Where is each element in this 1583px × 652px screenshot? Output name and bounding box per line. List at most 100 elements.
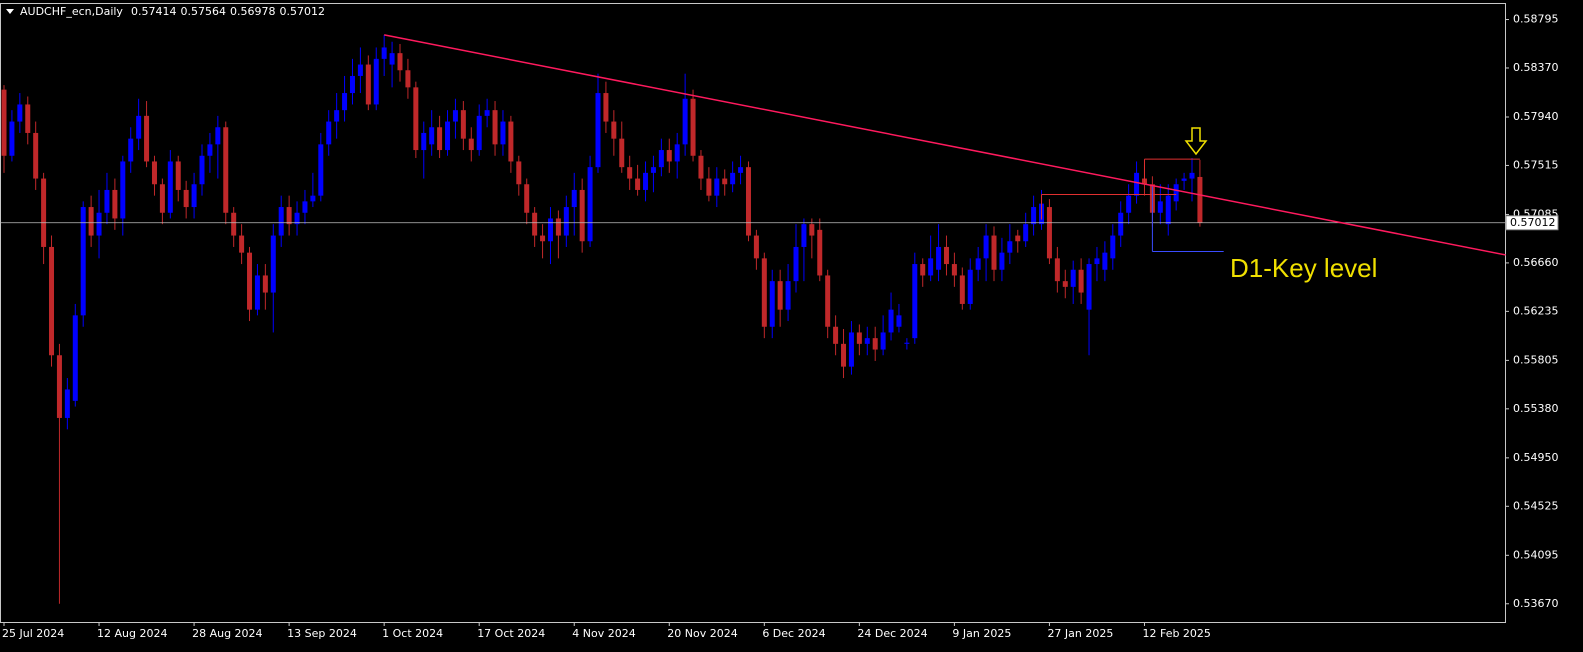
candle-body [904,342,910,344]
x-tick-label: 28 Aug 2024 [192,627,262,640]
candle-body [1023,224,1029,242]
candle-body [207,144,213,156]
candle-body [144,115,150,162]
candle-body [698,155,704,179]
candle-body [1102,252,1108,270]
candle-body [611,121,617,139]
candle-body [1015,235,1021,242]
candle-body [492,110,498,145]
candle-body [357,64,363,76]
candle-body [381,47,387,59]
candle-body [682,98,688,145]
y-tick-label: 0.55805 [1513,353,1559,366]
x-tick-label: 27 Jan 2025 [1047,627,1113,640]
candle-body [920,264,926,276]
candle-body [1110,235,1116,259]
down-arrow [1184,127,1208,156]
open-value: 0.57414 [131,5,177,18]
high-value: 0.57564 [180,5,226,18]
candle-body [975,258,981,270]
candle-body [896,315,902,327]
y-tick-label: 0.54095 [1513,548,1559,561]
candle-body [809,224,815,236]
candle-body [1094,258,1100,265]
candle-body [239,235,245,253]
candle-body [674,144,680,162]
candle-body [318,144,324,196]
y-tick-label: 0.53670 [1513,597,1559,610]
candle-body [373,58,379,105]
y-tick-label: 0.54525 [1513,499,1559,512]
candle-body [112,189,118,219]
candle-body [666,150,672,162]
candle-body [413,87,419,151]
candle-body [983,235,989,259]
candle-body [231,212,237,236]
candle-body [397,53,403,71]
y-tick-label: 0.58370 [1513,61,1559,74]
candle-body [151,161,157,185]
candle-body [532,212,538,236]
candle-body [825,275,831,327]
candle-body [627,167,633,179]
x-tick-label: 9 Jan 2025 [952,627,1011,640]
candle-body [128,138,134,162]
candle-body [738,167,744,173]
candle-body [405,70,411,88]
candle-body [951,264,957,276]
candle-body [254,275,260,310]
candle-body [445,121,451,151]
candle-body [714,178,720,196]
candle-body [1007,241,1013,253]
candle-body [310,195,316,202]
x-tick-label: 20 Nov 2024 [667,627,737,640]
candle-body [437,127,443,151]
candle-body [555,218,561,236]
candle-body [72,315,78,401]
x-tick-label: 1 Oct 2024 [382,627,443,640]
candle-body [247,252,253,310]
chart-header: AUDCHF_ecn,Daily 0.57414 0.57564 0.56978 0.5… [20,5,325,18]
candle-body [540,235,546,242]
candle-body [1134,172,1140,196]
candle-body [452,110,458,122]
candle-body [365,64,371,105]
candle-body [199,155,205,185]
candle-body [1031,207,1037,225]
candle-body [1,89,7,156]
candle-body [389,53,395,65]
candle-body [326,121,332,145]
candle-body [833,326,839,344]
candle-body [25,104,31,133]
y-tick-label: 0.56235 [1513,304,1559,317]
candle-body [1054,258,1060,282]
candle-body [262,275,268,293]
candle-body [80,207,86,316]
menu-triangle[interactable] [6,9,14,14]
candle-body [342,93,348,111]
candle-body [579,189,585,242]
candle-body [753,235,759,259]
candle-body [476,115,482,151]
candle-body [421,132,427,151]
candle-body [136,115,142,139]
candle-body [761,258,767,327]
x-tick-label: 25 Jul 2024 [2,627,64,640]
candle-body [745,167,751,236]
x-tick-label: 6 Dec 2024 [762,627,825,640]
candle-body [191,184,197,208]
x-tick-label: 17 Oct 2024 [477,627,545,640]
candle-body [294,212,300,225]
candle-body [270,235,276,293]
candle-body [278,207,284,236]
candle-body [650,167,656,173]
candle-body [856,332,862,344]
candle-body [33,132,39,179]
candle-body [286,207,292,225]
price-label: 0.57012 [1510,216,1556,229]
candle-body [349,75,355,94]
candle-body [563,207,569,236]
candle-body [619,138,625,168]
candle-body [936,246,942,270]
